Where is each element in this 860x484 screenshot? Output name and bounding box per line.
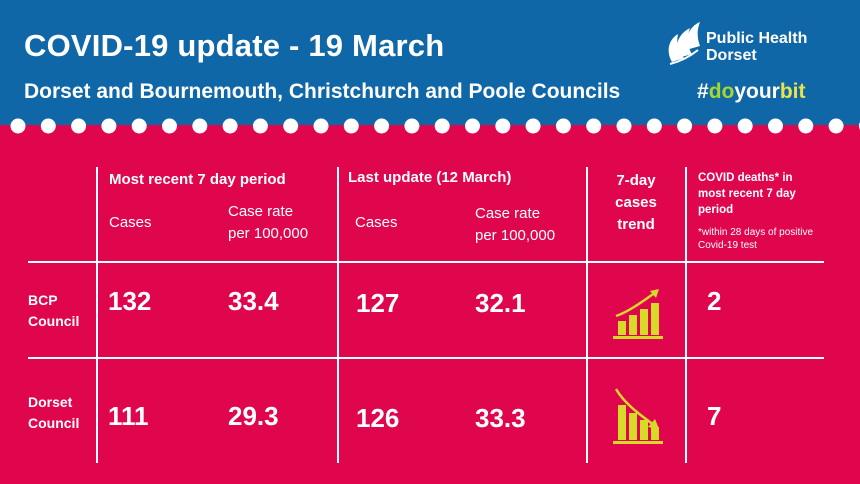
dorset-recent-rate: 29.3 bbox=[228, 401, 279, 431]
dot bbox=[131, 118, 147, 134]
grid-line-v3 bbox=[586, 167, 588, 463]
header-last-rate: Case rate per 100,000 bbox=[475, 203, 555, 247]
dot bbox=[828, 118, 844, 134]
grid-line-v1 bbox=[96, 167, 98, 463]
note-line-2: Covid-19 test bbox=[698, 240, 757, 251]
deaths-line-2: most recent 7 day bbox=[698, 188, 796, 200]
rate-line-2: per 100,000 bbox=[228, 225, 309, 242]
dot bbox=[737, 118, 753, 134]
grid-line-v4 bbox=[685, 167, 687, 463]
bcp-deaths: 2 bbox=[707, 286, 722, 316]
deaths-footnote: *within 28 days of positive Covid-19 tes… bbox=[698, 226, 813, 252]
trend-line-1: 7-day bbox=[616, 172, 656, 189]
logo-line-1: Public Health bbox=[706, 30, 808, 47]
dot bbox=[343, 118, 359, 134]
grid-line-v2 bbox=[337, 167, 339, 463]
deaths-line-3: period bbox=[698, 204, 734, 216]
public-health-dorset-logo: Public Health Dorset bbox=[664, 18, 844, 70]
bcp-last-cases: 127 bbox=[356, 288, 400, 318]
dot bbox=[646, 118, 662, 134]
dot bbox=[40, 118, 56, 134]
header-banner: COVID-19 update - 19 March Dorset and Bo… bbox=[0, 0, 860, 125]
dot bbox=[586, 118, 602, 134]
header-trend: 7-day cases trend bbox=[606, 170, 666, 236]
rate-line-1: Case rate bbox=[228, 203, 294, 220]
logo-text: Public Health Dorset bbox=[706, 30, 807, 64]
row-label-bcp: BCP Council bbox=[28, 290, 79, 332]
trend-up-icon bbox=[613, 289, 663, 339]
dot bbox=[434, 118, 450, 134]
dot bbox=[192, 118, 208, 134]
dorset-last-cases: 126 bbox=[356, 403, 400, 433]
dot bbox=[555, 118, 571, 134]
bcp-last-rate: 32.1 bbox=[475, 288, 526, 318]
bcp-recent-rate: 33.4 bbox=[228, 286, 279, 316]
dot bbox=[768, 118, 783, 134]
hashtag-do: do bbox=[708, 80, 735, 103]
trend-line-3: trend bbox=[617, 216, 655, 233]
header-last-update: Last update (12 March) bbox=[348, 169, 512, 186]
page-subtitle: Dorset and Bournemouth, Christchurch and… bbox=[24, 80, 621, 103]
row-label-line-2: Council bbox=[28, 313, 80, 329]
hashtag: #doyourbit bbox=[697, 80, 806, 104]
header-last-cases: Cases bbox=[355, 214, 398, 231]
dot bbox=[677, 118, 693, 134]
dot bbox=[404, 118, 420, 134]
hashtag-bit: bit bbox=[779, 80, 806, 103]
dot bbox=[616, 118, 632, 134]
leaf-logo-icon bbox=[668, 22, 700, 65]
dot bbox=[374, 118, 390, 134]
dot bbox=[101, 118, 117, 134]
trend-line-2: cases bbox=[615, 194, 657, 211]
hashtag-hash: # bbox=[697, 80, 709, 103]
header-deaths: COVID deaths* in most recent 7 day perio… bbox=[698, 170, 796, 218]
rate-line-2: per 100,000 bbox=[475, 227, 556, 244]
dorset-deaths: 7 bbox=[707, 401, 722, 431]
note-line-1: *within 28 days of positive bbox=[698, 227, 814, 238]
row-label-dorset: Dorset Council bbox=[28, 392, 79, 434]
bcp-recent-cases: 132 bbox=[108, 286, 152, 316]
dot bbox=[162, 118, 177, 134]
header-recent-period: Most recent 7 day period bbox=[109, 171, 286, 188]
page-title: COVID-19 update - 19 March bbox=[24, 28, 445, 63]
deaths-line-1: COVID deaths* in bbox=[698, 172, 793, 184]
row-label-line-1: Dorset bbox=[28, 394, 73, 410]
grid-line-h2 bbox=[28, 357, 824, 359]
dot bbox=[71, 118, 87, 134]
dot bbox=[252, 118, 268, 134]
dot bbox=[798, 118, 814, 134]
dot bbox=[313, 118, 329, 134]
dot bbox=[283, 118, 299, 134]
dot bbox=[222, 118, 238, 134]
rate-line-1: Case rate bbox=[475, 205, 541, 222]
row-label-line-2: Council bbox=[28, 415, 80, 431]
grid-line-h1 bbox=[28, 261, 824, 263]
header-recent-cases: Cases bbox=[109, 214, 152, 231]
dot bbox=[495, 118, 511, 134]
dotted-divider bbox=[10, 118, 860, 134]
dorset-recent-cases: 111 bbox=[108, 401, 149, 431]
dot bbox=[465, 118, 480, 134]
logo-line-2: Dorset bbox=[706, 47, 757, 64]
header-recent-rate: Case rate per 100,000 bbox=[228, 201, 308, 245]
dot bbox=[707, 118, 723, 134]
dorset-last-rate: 33.3 bbox=[475, 403, 526, 433]
hashtag-your: your bbox=[734, 80, 780, 103]
dot bbox=[525, 118, 541, 134]
dot bbox=[10, 118, 26, 134]
row-label-line-1: BCP bbox=[28, 292, 58, 308]
trend-down-icon bbox=[613, 388, 663, 444]
